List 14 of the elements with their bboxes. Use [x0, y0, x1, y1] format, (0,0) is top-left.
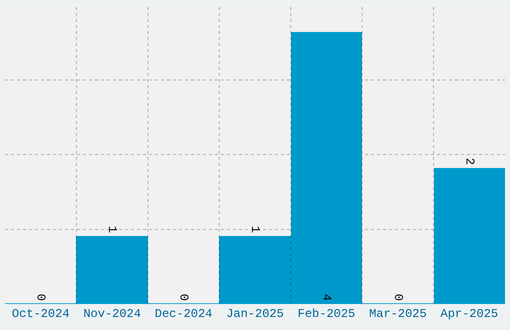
x-tick-label: Oct-2024 [12, 307, 70, 321]
x-tick-label: Nov-2024 [83, 307, 141, 321]
x-tick-label: Mar-2025 [369, 307, 427, 321]
x-tick-label: Apr-2025 [440, 307, 498, 321]
data-label: 1 [105, 226, 119, 233]
data-label: 1 [248, 226, 262, 233]
data-label: 0 [34, 294, 48, 301]
data-label: 0 [391, 294, 405, 301]
data-label: 0 [176, 294, 190, 301]
x-tick-label: Jan-2025 [226, 307, 284, 321]
x-tick-label: Dec-2024 [154, 307, 212, 321]
x-tick-label: Feb-2025 [298, 307, 356, 321]
data-label: 4 [320, 294, 334, 301]
data-label: 2 [462, 158, 476, 165]
